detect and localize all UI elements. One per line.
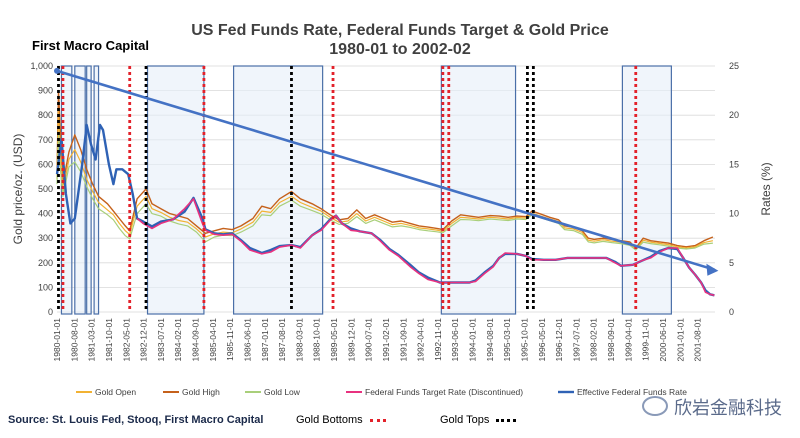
x-tick-label: 1992-11-01 <box>433 318 443 361</box>
y-axis-label: Gold price/oz. (USD) <box>11 134 25 245</box>
x-tick-label: 1985-11-01 <box>225 318 235 361</box>
x-tick-label: 1997-07-01 <box>571 318 581 362</box>
x-tick-label: 1992-04-01 <box>416 318 426 362</box>
x-tick-label: 1987-08-01 <box>277 318 287 362</box>
y2-tick-label: 25 <box>729 61 739 71</box>
legend-label: Federal Funds Target Rate (Discontinued) <box>365 387 523 397</box>
x-tick-label: 1981-03-01 <box>87 318 97 362</box>
gold-tops-label: Gold Tops <box>440 414 490 426</box>
legend-label: Gold Low <box>264 387 301 397</box>
y2-tick-label: 5 <box>729 258 734 268</box>
x-tick-label: 1996-12-01 <box>554 318 564 362</box>
x-tick-label: 1984-09-01 <box>191 318 201 362</box>
y2-tick-label: 0 <box>729 307 734 317</box>
series-line-federal-funds-target-rate-discontinued- <box>136 198 715 297</box>
x-tick-label: 1983-07-01 <box>156 318 166 362</box>
wechat-icon <box>642 396 668 416</box>
gold-tops-legend: Gold Tops <box>440 414 517 426</box>
gold-bottoms-swatch <box>369 418 386 422</box>
x-tick-label: 1984-02-01 <box>173 318 183 362</box>
x-tick-label: 1985-04-01 <box>208 318 218 362</box>
chart-title: US Fed Funds Rate, Federal Funds Target … <box>191 22 609 39</box>
x-tick-label: 1995-03-01 <box>502 318 512 362</box>
trend-start-dot <box>54 67 60 74</box>
y-tick-label: 500 <box>38 184 53 194</box>
legend-label: Gold Open <box>95 387 136 397</box>
y2-tick-label: 20 <box>729 110 739 120</box>
y-tick-label: 700 <box>38 135 53 145</box>
chart-subtitle: 1980-01 to 2002-02 <box>329 41 471 58</box>
x-tick-label: 1989-05-01 <box>329 318 339 362</box>
series-line-gold-open <box>56 109 714 250</box>
x-tick-label: 1994-08-01 <box>485 318 495 362</box>
gold-tops-swatch <box>496 418 517 422</box>
x-tick-label: 1998-02-01 <box>589 318 599 362</box>
x-tick-label: 2001-01-01 <box>675 318 685 362</box>
highlight-period-box <box>74 65 86 315</box>
x-tick-label: 1999-04-01 <box>623 318 633 362</box>
x-tick-label: 1986-06-01 <box>242 318 252 362</box>
x-tick-label: 1987-01-01 <box>260 318 270 362</box>
x-tick-label: 1993-06-01 <box>450 318 460 362</box>
highlight-period-box <box>621 65 672 315</box>
highlight-period-box <box>146 65 205 315</box>
x-tick-label: 1998-09-01 <box>606 318 616 362</box>
source-note: Source: St. Louis Fed, Stooq, First Macr… <box>8 414 264 426</box>
x-tick-label: 1988-10-01 <box>312 318 322 362</box>
gold-bottoms-label: Gold Bottoms <box>296 414 363 426</box>
y-tick-label: 1,000 <box>30 61 53 71</box>
y-tick-label: 100 <box>38 282 53 292</box>
watermark: 欣岩金融科技 <box>642 394 782 420</box>
y2-tick-label: 15 <box>729 159 739 169</box>
series-line-gold-low <box>56 134 713 251</box>
y-tick-label: 600 <box>38 159 53 169</box>
x-tick-label: 2001-08-01 <box>693 318 703 362</box>
highlight-period-box <box>93 65 100 315</box>
y-tick-label: 200 <box>38 258 53 268</box>
gold-bottoms-legend: Gold Bottoms <box>296 414 386 426</box>
x-tick-label: 2000-06-01 <box>658 318 668 362</box>
x-tick-label: 1989-12-01 <box>346 318 356 362</box>
y-tick-label: 900 <box>38 86 53 96</box>
x-tick-label: 1996-05-01 <box>537 318 547 362</box>
x-tick-label: 1980-01-01 <box>52 318 62 362</box>
x-tick-label: 1980-08-01 <box>69 318 79 362</box>
watermark-text: 欣岩金融科技 <box>674 398 782 419</box>
x-tick-label: 1982-12-01 <box>139 318 149 362</box>
y2-tick-label: 10 <box>729 209 739 219</box>
y-tick-label: 0 <box>48 307 53 317</box>
brand-label: First Macro Capital <box>32 38 150 53</box>
x-tick-label: 1982-05-01 <box>121 318 131 362</box>
y-tick-label: 800 <box>38 110 53 120</box>
x-tick-label: 1994-01-01 <box>468 318 478 362</box>
x-tick-label: 1999-11-01 <box>641 318 651 361</box>
legend-label: Effective Federal Funds Rate <box>577 387 687 397</box>
x-tick-label: 1991-09-01 <box>398 318 408 362</box>
x-tick-label: 1991-02-01 <box>381 318 391 362</box>
series-line-gold-high <box>56 89 714 249</box>
trend-arrowhead <box>706 263 719 276</box>
x-tick-label: 1981-10-01 <box>104 318 114 362</box>
trend-line <box>56 69 715 271</box>
x-tick-label: 1990-07-01 <box>364 318 374 362</box>
x-tick-label: 1995-10-01 <box>519 318 529 362</box>
legend-label: Gold High <box>182 387 220 397</box>
y-tick-label: 400 <box>38 209 53 219</box>
x-tick-label: 1988-03-01 <box>294 318 304 362</box>
highlight-period-box <box>232 65 324 315</box>
y-tick-label: 300 <box>38 233 53 243</box>
y2-axis-label: Rates (%) <box>759 162 773 215</box>
